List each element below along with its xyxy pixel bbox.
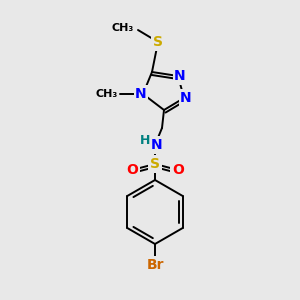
Text: CH₃: CH₃ — [96, 89, 118, 99]
Text: O: O — [172, 163, 184, 177]
Text: S: S — [150, 157, 160, 171]
Text: N: N — [135, 87, 147, 101]
Text: N: N — [180, 91, 192, 105]
Text: Br: Br — [146, 258, 164, 272]
Text: CH₃: CH₃ — [112, 23, 134, 33]
Text: H: H — [140, 134, 150, 148]
Text: O: O — [126, 163, 138, 177]
Text: N: N — [174, 69, 186, 83]
Text: N: N — [151, 138, 163, 152]
Text: S: S — [153, 35, 163, 49]
